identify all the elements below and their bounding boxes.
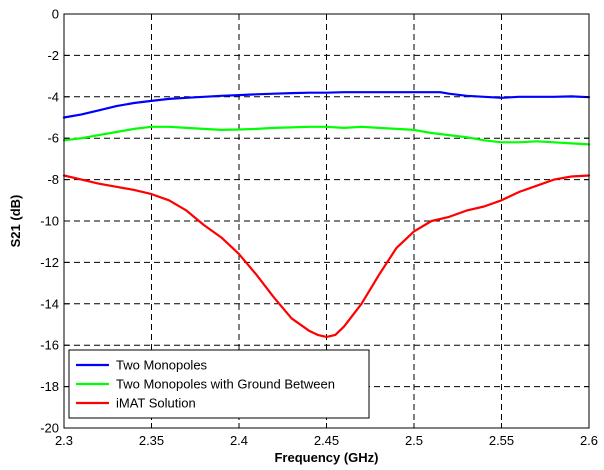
x-axis-title: Frequency (GHz): [274, 450, 378, 465]
y-tick-label: -12: [40, 255, 59, 270]
x-tick-label: 2.35: [139, 433, 164, 448]
x-tick-label: 2.6: [580, 433, 598, 448]
legend-label-1: Two Monopoles with Ground Between: [116, 377, 335, 392]
x-tick-label: 2.55: [489, 433, 514, 448]
y-tick-label: 0: [52, 7, 59, 22]
x-tick-label: 2.4: [230, 433, 248, 448]
legend: Two Monopoles Two Monopoles with Ground B…: [68, 349, 370, 419]
y-tick-label: -10: [40, 214, 59, 229]
y-tick-label: -6: [47, 131, 59, 146]
y-tick-label: -2: [47, 48, 59, 63]
legend-box: [68, 349, 370, 419]
series-line-2: [62, 174, 591, 338]
y-tick-label: -4: [47, 89, 59, 104]
x-tick-label: 2.3: [55, 433, 73, 448]
y-axis-title: S21 (dB): [8, 195, 23, 248]
axis-ticks: 2.3 2.35 2.4 2.45 2.5 2.55 2.6 0 -2 -4 -6 -8 -10 -12 -…: [40, 7, 598, 449]
legend-label-2: iMAT Solution: [116, 396, 196, 411]
y-tick-label: -16: [40, 338, 59, 353]
x-tick-label: 2.5: [405, 433, 423, 448]
y-tick-label: -8: [47, 172, 59, 187]
y-tick-label: -14: [40, 296, 59, 311]
series-layer: [62, 91, 591, 338]
y-tick-label: -20: [40, 421, 59, 436]
legend-label-0: Two Monopoles: [116, 358, 208, 373]
x-tick-label: 2.45: [314, 433, 339, 448]
series-line-1: [62, 125, 591, 146]
series-line-0: [62, 91, 591, 119]
y-tick-label: -18: [40, 379, 59, 394]
